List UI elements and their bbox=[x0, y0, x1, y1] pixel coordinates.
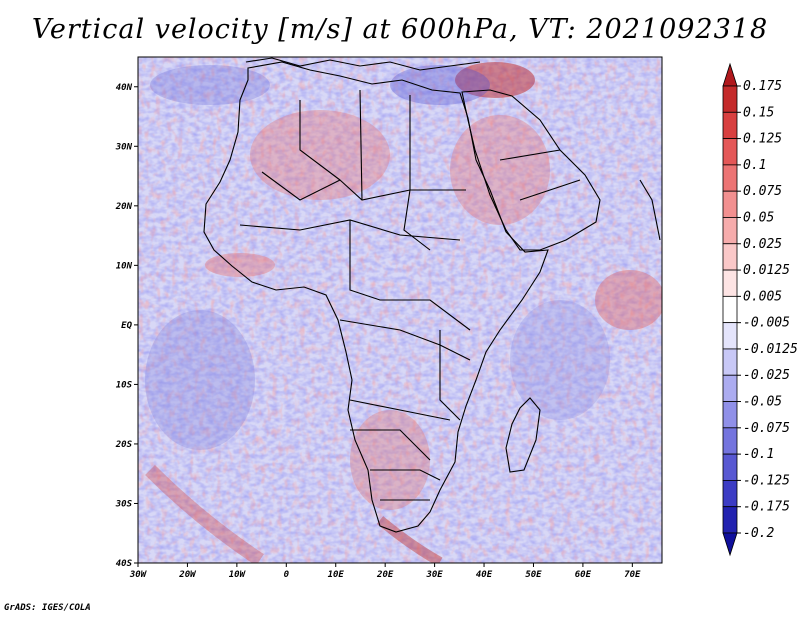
colorbar-swatch bbox=[722, 480, 738, 508]
colorbar-swatch bbox=[722, 374, 738, 402]
colorbar-label: 0.075 bbox=[743, 184, 782, 199]
x-tick-label: 20W bbox=[178, 570, 197, 580]
colorbar-label: -0.05 bbox=[743, 395, 782, 410]
colorbar-label: 0.125 bbox=[743, 132, 782, 147]
y-tick-label: 40S bbox=[116, 559, 133, 569]
colorbar-label: -0.0125 bbox=[743, 342, 798, 357]
colorbar-label: -0.125 bbox=[743, 473, 790, 488]
chart-title: Vertical velocity [m/s] at 600hPa, VT: 2… bbox=[31, 14, 769, 45]
colorbar-label: 0.005 bbox=[743, 289, 782, 304]
colorbar-swatch bbox=[722, 453, 738, 481]
plot-frame bbox=[137, 56, 663, 564]
colorbar-label: 0.0125 bbox=[743, 263, 790, 278]
colorbar-label: 0.15 bbox=[743, 105, 774, 120]
x-tick-label: 10W bbox=[229, 570, 247, 580]
colorbar-label: 0.025 bbox=[743, 237, 782, 252]
colorbar-label: 0.05 bbox=[743, 210, 774, 225]
y-tick-label: 10N bbox=[116, 261, 133, 271]
y-axis: 40N 30N 20N 10N EQ 10S 20S 30S 40S bbox=[115, 83, 138, 569]
y-tick-label: EQ bbox=[121, 321, 132, 331]
colorbar-label: 0.175 bbox=[743, 79, 782, 94]
colorbar-swatch bbox=[722, 401, 738, 429]
colorbar-swatch bbox=[722, 269, 738, 297]
x-tick-label: 30E bbox=[425, 570, 443, 580]
velocity-field bbox=[138, 57, 662, 563]
colorbar: 0.175 0.15 0.125 0.1 0.075 0.05 0.025 0.0125 0.0… bbox=[722, 62, 798, 557]
y-tick-label: 20S bbox=[115, 440, 133, 450]
colorbar-label: 0.1 bbox=[743, 158, 766, 173]
y-tick-label: 20N bbox=[115, 202, 133, 212]
x-tick-label: 10E bbox=[328, 570, 345, 580]
x-tick-label: 30W bbox=[129, 570, 148, 580]
x-tick-label: 40E bbox=[476, 570, 493, 580]
x-axis: 30W 20W 10W 0 10E 20E 30E 40E 50E 60E 70E bbox=[129, 563, 641, 580]
colorbar-label: -0.2 bbox=[743, 526, 774, 541]
x-tick-label: 50E bbox=[525, 570, 542, 580]
colorbar-swatch bbox=[722, 322, 738, 350]
y-tick-label: 10S bbox=[116, 380, 133, 390]
y-tick-label: 40N bbox=[116, 83, 133, 93]
colorbar-swatch bbox=[722, 295, 738, 324]
colorbar-swatch bbox=[722, 506, 738, 534]
colorbar-swatch bbox=[722, 111, 738, 139]
y-tick-label: 30S bbox=[115, 499, 133, 509]
x-tick-label: 60E bbox=[575, 570, 592, 580]
y-tick-label: 30N bbox=[115, 142, 133, 152]
colorbar-swatch bbox=[722, 85, 738, 113]
colorbar-swatch bbox=[722, 348, 738, 376]
x-tick-label: 70E bbox=[624, 570, 641, 580]
colorbar-swatch bbox=[722, 243, 738, 271]
colorbar-swatch bbox=[722, 217, 738, 245]
colorbar-label: -0.175 bbox=[743, 500, 790, 515]
x-tick-label: 20E bbox=[376, 570, 394, 580]
colorbar-label: -0.075 bbox=[743, 421, 790, 436]
colorbar-swatch bbox=[722, 190, 738, 218]
colorbar-label: -0.1 bbox=[743, 447, 774, 462]
grads-credit: GrADS: IGES/COLA bbox=[4, 603, 91, 613]
coastlines bbox=[203, 57, 661, 533]
colorbar-swatch bbox=[722, 427, 738, 455]
colorbar-swatch bbox=[722, 164, 738, 192]
colorbar-top-arrow bbox=[722, 62, 738, 87]
x-tick-label: 0 bbox=[284, 570, 290, 580]
colorbar-swatch bbox=[722, 138, 738, 166]
colorbar-label: -0.025 bbox=[743, 368, 790, 383]
colorbar-label: -0.005 bbox=[743, 316, 790, 331]
colorbar-bottom-arrow bbox=[722, 532, 738, 557]
